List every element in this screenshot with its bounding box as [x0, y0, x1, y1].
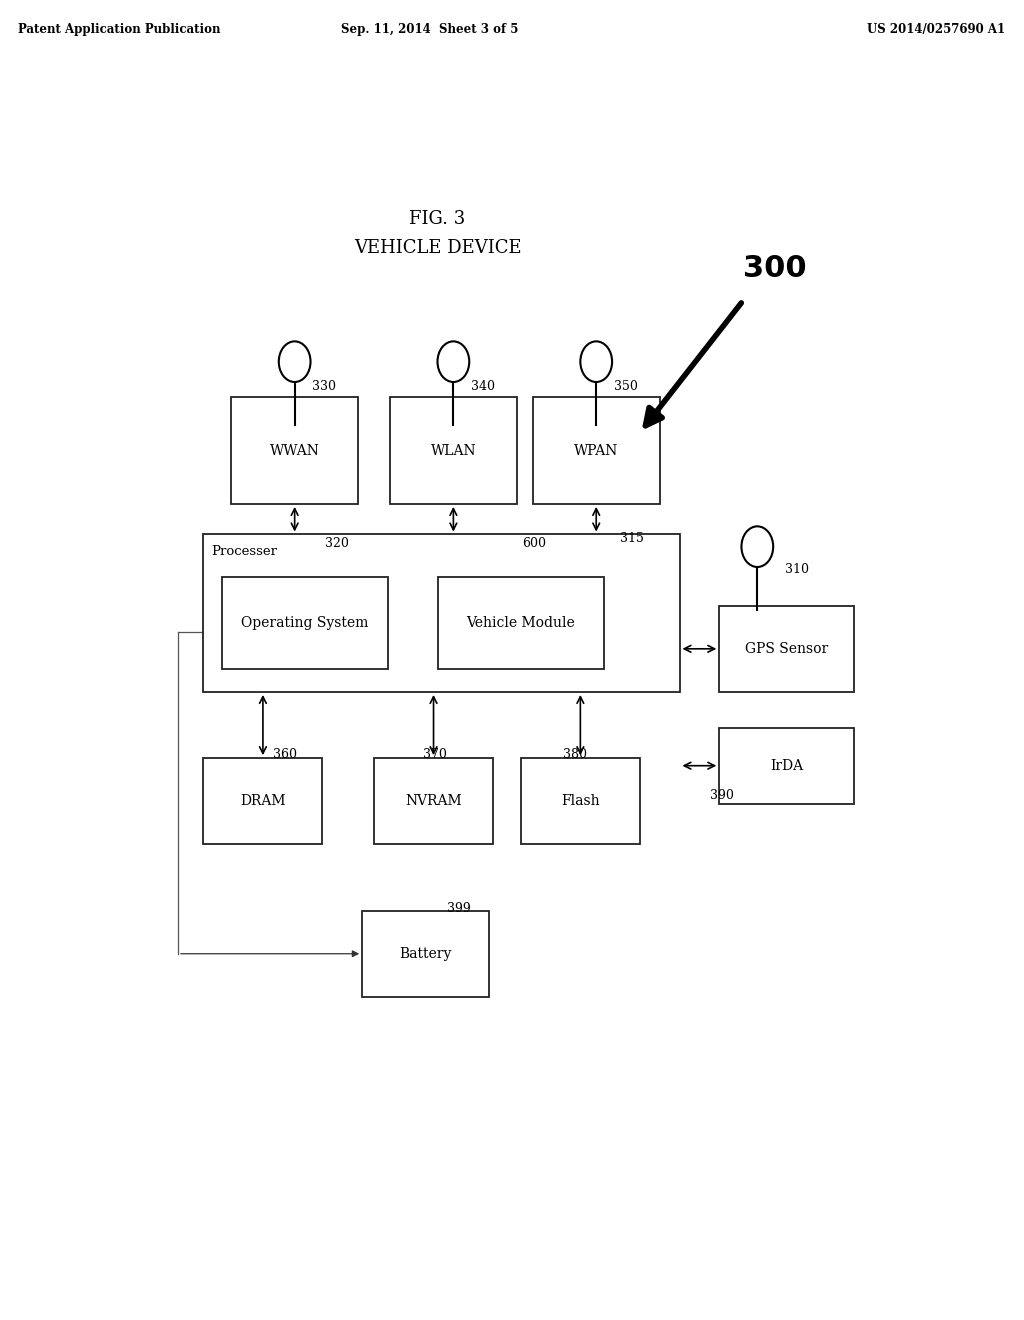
Text: Vehicle Module: Vehicle Module [467, 616, 575, 630]
Circle shape [581, 342, 612, 381]
Text: GPS Sensor: GPS Sensor [745, 642, 828, 656]
Text: 380: 380 [563, 748, 587, 760]
Text: 399: 399 [447, 903, 471, 915]
Circle shape [741, 527, 773, 568]
Text: DRAM: DRAM [241, 795, 286, 808]
Text: 350: 350 [613, 380, 638, 393]
Text: 310: 310 [785, 562, 809, 576]
Text: Flash: Flash [561, 795, 600, 808]
Circle shape [437, 342, 469, 381]
Text: 340: 340 [471, 380, 495, 393]
Text: US 2014/0257690 A1: US 2014/0257690 A1 [867, 22, 1006, 36]
FancyBboxPatch shape [374, 758, 494, 845]
Text: 370: 370 [423, 748, 447, 760]
Text: WWAN: WWAN [269, 444, 319, 458]
Text: Patent Application Publication: Patent Application Publication [18, 22, 221, 36]
Text: 320: 320 [325, 536, 349, 549]
FancyBboxPatch shape [532, 397, 659, 504]
FancyBboxPatch shape [204, 535, 680, 692]
Text: 600: 600 [522, 536, 547, 549]
Text: 360: 360 [273, 748, 297, 760]
Text: Operating System: Operating System [242, 616, 369, 630]
FancyBboxPatch shape [221, 577, 388, 669]
Text: 315: 315 [620, 532, 644, 545]
FancyBboxPatch shape [362, 911, 489, 997]
Text: WPAN: WPAN [574, 444, 618, 458]
Text: NVRAM: NVRAM [406, 795, 462, 808]
Text: 300: 300 [743, 253, 807, 282]
FancyBboxPatch shape [231, 397, 358, 504]
Text: WLAN: WLAN [430, 444, 476, 458]
FancyBboxPatch shape [719, 727, 854, 804]
FancyBboxPatch shape [719, 606, 854, 692]
Text: 330: 330 [312, 380, 336, 393]
FancyBboxPatch shape [521, 758, 640, 845]
FancyBboxPatch shape [204, 758, 323, 845]
Text: Sep. 11, 2014  Sheet 3 of 5: Sep. 11, 2014 Sheet 3 of 5 [341, 22, 519, 36]
Text: VEHICLE DEVICE: VEHICLE DEVICE [353, 239, 521, 257]
Text: Battery: Battery [399, 946, 452, 961]
Text: 390: 390 [710, 788, 733, 801]
Text: Processer: Processer [211, 545, 278, 557]
Text: IrDA: IrDA [770, 759, 803, 772]
FancyBboxPatch shape [390, 397, 517, 504]
Text: FIG. 3: FIG. 3 [410, 210, 466, 228]
Circle shape [279, 342, 310, 381]
FancyBboxPatch shape [437, 577, 604, 669]
